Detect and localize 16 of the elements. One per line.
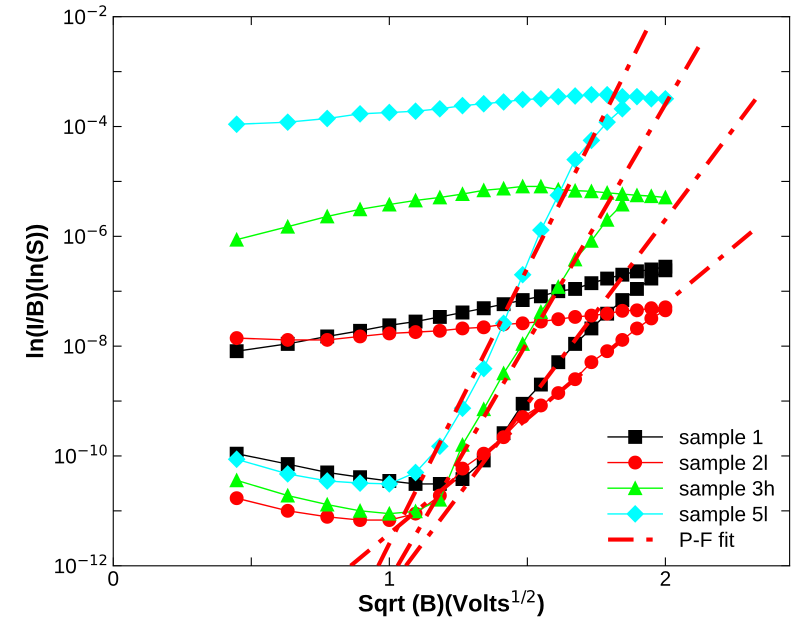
legend-label: sample 5l xyxy=(680,506,767,526)
y-tick-label: 10$^{−10}$ xyxy=(55,444,107,464)
y-axis-title: ln(I/B)(ln(S)) xyxy=(26,224,48,358)
legend-label: P-F fit xyxy=(680,532,734,548)
x-axis-title: Sqrt (B)(Volts$^{1/2}$) xyxy=(358,590,544,616)
y-tick-label: 10$^{−12}$ xyxy=(55,554,106,574)
y-tick-label: 10$^{−4}$ xyxy=(64,115,107,134)
legend-label: sample 3h xyxy=(680,480,774,500)
y-tick-label: 10$^{−8}$ xyxy=(64,334,107,354)
y-tick-label: 10$^{−2}$ xyxy=(64,5,106,24)
legend-label: sample 1 xyxy=(680,429,762,448)
x-tick-label: 1 xyxy=(385,571,394,586)
x-tick-label: 0 xyxy=(108,571,118,586)
y-tick-label: 10$^{−6}$ xyxy=(64,224,107,244)
legend-label: sample 2l xyxy=(680,454,767,474)
x-tick-label: 2 xyxy=(660,571,670,586)
